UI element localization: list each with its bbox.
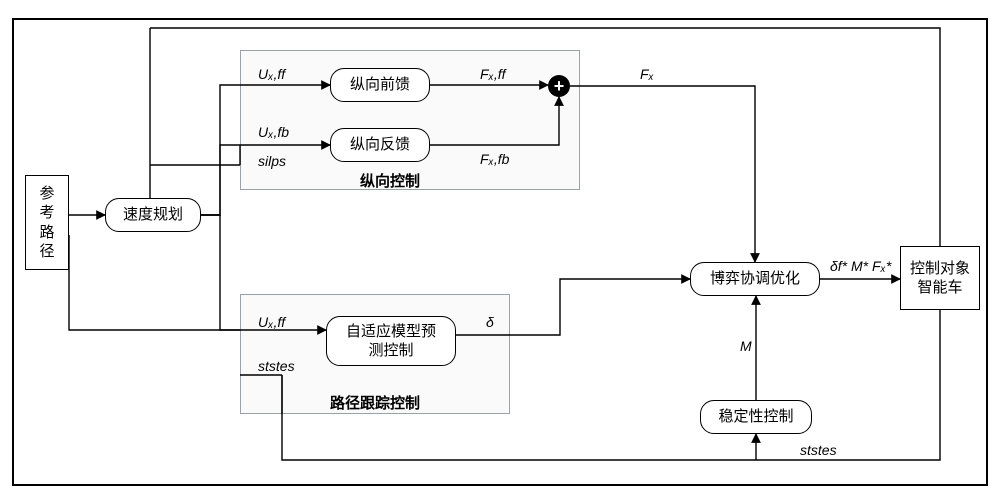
node-game-optimization: 博弈协调优化 [690, 262, 820, 296]
node-plant: 控制对象智能车 [900, 246, 980, 310]
node-stability-control: 稳定性控制 [700, 400, 812, 434]
node-long-feedforward: 纵向前馈 [330, 68, 430, 102]
group-path-tracking-label: 路径跟踪控制 [330, 392, 420, 413]
node-adaptive-mpc: 自适应模型预测控制 [326, 316, 456, 366]
label-m: M [740, 338, 752, 354]
node-long-feedback: 纵向反馈 [330, 128, 430, 162]
label-output: δf* M* Fₓ* [830, 258, 891, 274]
label-uxff-bottom: Uₓ,ff [258, 314, 285, 330]
label-ststes-left: ststes [258, 358, 295, 374]
node-speed-plan: 速度规划 [105, 198, 201, 232]
label-silps: silps [258, 153, 286, 169]
node-sum: + [548, 75, 570, 97]
label-fxff: Fₓ,ff [480, 66, 506, 82]
label-uxff-top: Uₓ,ff [258, 66, 285, 82]
label-fxfb: Fₓ,fb [480, 151, 509, 167]
node-reference-path: 参考路径 [25, 175, 69, 270]
group-longitudinal-label: 纵向控制 [360, 170, 420, 191]
label-delta: δ [486, 314, 494, 330]
label-fx: Fₓ [640, 66, 654, 82]
label-ststes-right: ststes [800, 442, 837, 458]
label-uxfb: Uₓ,fb [258, 124, 289, 140]
